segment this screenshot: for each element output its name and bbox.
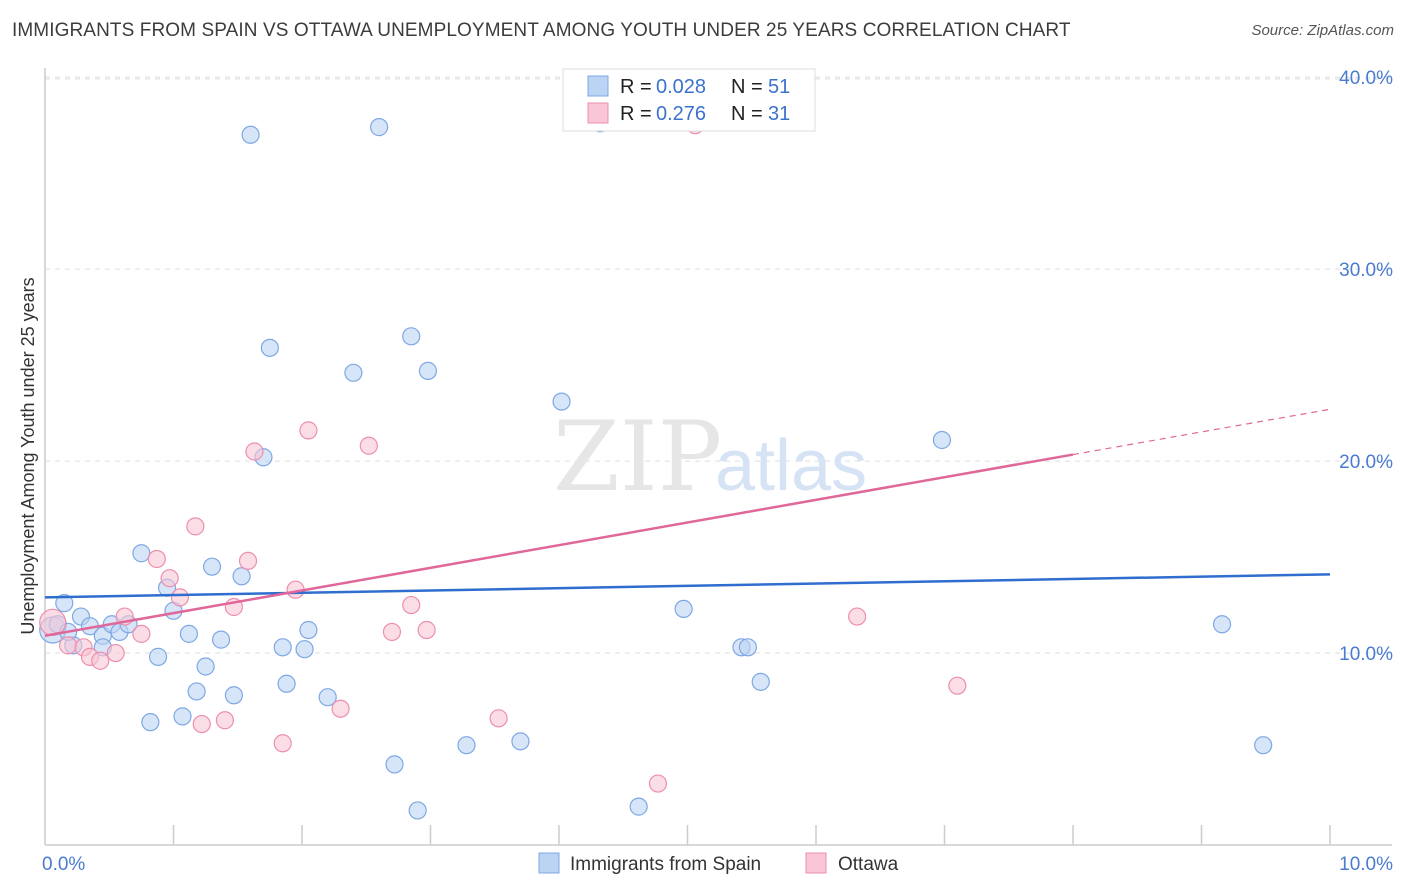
ottawa-point	[160, 569, 179, 588]
spain-point	[751, 672, 770, 691]
y-axis-label: Unemployment Among Youth under 25 years	[18, 277, 38, 634]
legend-swatch-pink	[587, 102, 609, 124]
spain-point	[385, 755, 404, 774]
axes	[44, 68, 1392, 846]
chart-source: Source: ZipAtlas.com	[1251, 22, 1394, 39]
legend-n-label-pink: N =	[731, 103, 763, 125]
ottawa-point	[91, 651, 110, 670]
ottawa-point	[299, 421, 318, 440]
ottawa-point	[848, 607, 867, 626]
spain-point	[273, 638, 292, 657]
legend-r-label-pink: R =	[620, 103, 652, 125]
ottawa-point	[331, 699, 350, 718]
y-tick-label: 30.0%	[1339, 260, 1393, 281]
spain-point	[1212, 615, 1232, 634]
ottawa-trend-line	[44, 453, 1074, 638]
watermark-zip: ZIP	[553, 401, 722, 513]
legend-r-label-blue: R =	[620, 76, 652, 98]
ottawa-point	[948, 676, 967, 695]
ottawa-point	[359, 436, 378, 455]
spain-point	[196, 657, 215, 676]
spain-point	[224, 686, 243, 705]
spain-point	[457, 736, 476, 755]
legend-swatch-blue	[587, 75, 609, 97]
y-tick-label: 10.0%	[1339, 644, 1393, 665]
ottawa-point	[39, 608, 67, 636]
ottawa-point	[106, 643, 125, 663]
series-legend-label-spain: Immigrants from Spain	[570, 854, 761, 875]
spain-trend-line	[44, 573, 1331, 599]
ottawa-point	[648, 774, 668, 793]
series-legend-swatch-spain	[538, 852, 560, 874]
ottawa-point	[186, 517, 205, 536]
series-legend-label-ottawa: Ottawa	[838, 854, 899, 875]
ottawa-point	[489, 709, 508, 728]
spain-point	[260, 338, 279, 357]
spain-point	[318, 688, 337, 707]
spain-point	[295, 640, 314, 659]
ottawa-point	[59, 636, 78, 655]
x-tick-labels: 0.0% 10.0%	[42, 854, 1393, 875]
ottawa-point	[132, 624, 151, 643]
stats-legend: R = 0.028 N = 51 R = 0.276 N = 31	[562, 68, 816, 132]
spain-point	[277, 674, 296, 693]
y-tick-label: 40.0%	[1339, 68, 1393, 89]
spain-point	[1254, 736, 1273, 755]
legend-n-label-blue: N =	[731, 76, 763, 98]
legend-n-value-pink: 31	[768, 103, 790, 125]
x-tick-label: 0.0%	[42, 854, 85, 875]
spain-point	[738, 638, 757, 657]
spain-point	[299, 620, 318, 640]
spain-point	[402, 327, 421, 346]
ottawa-point	[147, 549, 166, 569]
spain-point	[55, 594, 74, 613]
spain-point	[187, 682, 206, 701]
spain-point	[408, 801, 427, 820]
y-tick-label: 20.0%	[1339, 452, 1393, 473]
series-legend: Immigrants from Spain Ottawa	[538, 852, 899, 875]
ottawa-point	[382, 622, 402, 642]
x-tick-label: 10.0%	[1339, 854, 1393, 875]
watermark: ZIP atlas	[553, 401, 867, 513]
spain-point	[179, 624, 199, 643]
spain-point	[344, 363, 363, 382]
spain-point	[932, 430, 952, 450]
spain-point	[629, 797, 648, 816]
ottawa-point	[245, 442, 264, 461]
ottawa-point	[170, 588, 190, 607]
spain-point	[132, 544, 151, 563]
spain-point	[232, 567, 251, 586]
spain-point	[202, 557, 222, 576]
legend-r-value-blue: 0.028	[656, 76, 706, 98]
spain-point	[552, 392, 571, 411]
legend-r-value-pink: 0.276	[656, 103, 706, 125]
watermark-atlas: atlas	[715, 426, 867, 506]
ottawa-trend-extension	[1072, 408, 1331, 456]
ottawa-point	[215, 711, 234, 730]
spain-point	[173, 707, 192, 726]
data-points	[39, 77, 1273, 820]
spain-point	[418, 361, 438, 380]
y-tick-labels: 10.0% 20.0% 30.0% 40.0%	[1339, 68, 1393, 665]
spain-point	[141, 713, 160, 732]
ottawa-point	[417, 620, 436, 640]
spain-point	[511, 732, 530, 751]
spain-point	[241, 125, 260, 144]
series-legend-swatch-ottawa	[805, 852, 827, 874]
ottawa-point	[192, 714, 211, 734]
spain-point	[148, 647, 168, 666]
ottawa-point	[238, 551, 258, 571]
spain-point	[674, 599, 693, 619]
chart-title: IMMIGRANTS FROM SPAIN VS OTTAWA UNEMPLOY…	[12, 20, 1071, 41]
trend-lines	[44, 408, 1331, 638]
ottawa-point	[402, 595, 421, 615]
spain-point	[211, 630, 231, 649]
legend-n-value-blue: 51	[768, 76, 790, 98]
spain-point	[370, 118, 389, 137]
ottawa-point	[273, 734, 292, 753]
